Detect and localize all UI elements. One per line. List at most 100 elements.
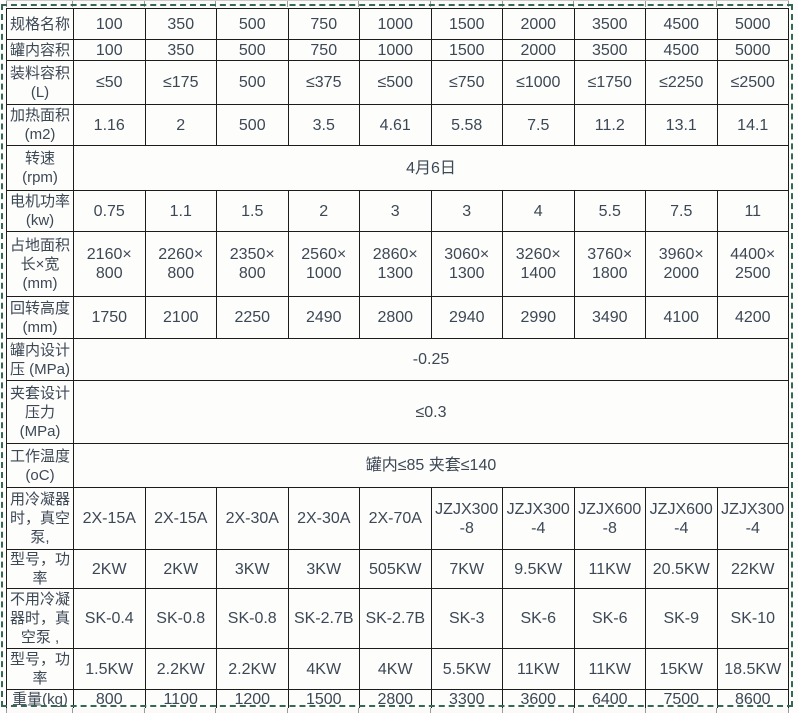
value-cell[interactable]: 500: [216, 60, 289, 105]
value-cell[interactable]: 1500: [430, 8, 503, 40]
value-cell[interactable]: ≤2250: [645, 60, 718, 105]
value-cell[interactable]: SK-0.8: [144, 588, 217, 649]
value-cell[interactable]: 2160× 800: [73, 231, 146, 297]
row-label-cell[interactable]: 加热面积 (m2): [6, 104, 74, 146]
value-cell[interactable]: 3.5: [287, 104, 360, 146]
value-cell[interactable]: 3300: [430, 689, 503, 710]
value-cell[interactable]: 11: [716, 190, 789, 232]
value-cell[interactable]: 3760× 1800: [573, 231, 646, 297]
value-cell[interactable]: 2940: [430, 296, 503, 339]
value-cell[interactable]: 750: [287, 39, 360, 61]
row-label-cell[interactable]: 规格名称: [6, 8, 74, 40]
value-cell[interactable]: 2860× 1300: [359, 231, 432, 297]
value-cell[interactable]: 3500: [573, 8, 646, 40]
value-cell[interactable]: 9.5KW: [502, 549, 575, 589]
value-cell[interactable]: 350: [144, 39, 217, 61]
value-cell[interactable]: 11KW: [502, 648, 575, 690]
value-cell[interactable]: 1.16: [73, 104, 146, 146]
value-cell[interactable]: 4KW: [359, 648, 432, 690]
value-cell[interactable]: 2100: [144, 296, 217, 339]
value-cell[interactable]: 1.1: [144, 190, 217, 232]
value-cell[interactable]: 2X-30A: [287, 487, 360, 550]
value-cell[interactable]: 7500: [645, 689, 718, 710]
row-label-cell[interactable]: 装料容积 (L): [6, 60, 74, 105]
value-cell[interactable]: 15KW: [645, 648, 718, 690]
value-cell[interactable]: SK-2.7B: [359, 588, 432, 649]
value-cell[interactable]: SK-9: [645, 588, 718, 649]
value-cell[interactable]: 11KW: [573, 549, 646, 589]
value-cell[interactable]: ≤750: [430, 60, 503, 105]
value-cell[interactable]: SK-6: [502, 588, 575, 649]
value-cell[interactable]: 500: [216, 39, 289, 61]
value-cell[interactable]: 2800: [359, 689, 432, 710]
value-cell[interactable]: 11KW: [573, 648, 646, 690]
value-cell[interactable]: 1.5: [216, 190, 289, 232]
value-cell[interactable]: 5.5KW: [430, 648, 503, 690]
value-cell[interactable]: 4200: [716, 296, 789, 339]
value-cell[interactable]: 2250: [216, 296, 289, 339]
value-cell[interactable]: 2000: [502, 8, 575, 40]
value-cell[interactable]: 2.2KW: [144, 648, 217, 690]
value-cell[interactable]: 2990: [502, 296, 575, 339]
row-label-cell[interactable]: 工作温度 (oC): [6, 443, 74, 488]
value-cell[interactable]: 4KW: [287, 648, 360, 690]
row-label-cell[interactable]: 夹套设计 压力 (MPa): [6, 380, 74, 444]
value-cell[interactable]: 8600: [716, 689, 789, 710]
value-cell[interactable]: SK-2.7B: [287, 588, 360, 649]
value-cell[interactable]: 20.5KW: [645, 549, 718, 589]
value-cell[interactable]: 11.2: [573, 104, 646, 146]
value-cell[interactable]: 1200: [216, 689, 289, 710]
value-cell[interactable]: 2: [144, 104, 217, 146]
value-cell[interactable]: 2350× 800: [216, 231, 289, 297]
value-cell[interactable]: 1750: [73, 296, 146, 339]
value-cell[interactable]: 750: [287, 8, 360, 40]
value-cell[interactable]: 100: [73, 8, 146, 40]
value-cell[interactable]: 5000: [716, 39, 789, 61]
value-cell[interactable]: 22KW: [716, 549, 789, 589]
row-label-cell[interactable]: 重量(kg): [6, 689, 74, 710]
value-cell[interactable]: 505KW: [359, 549, 432, 589]
value-cell[interactable]: 4400× 2500: [716, 231, 789, 297]
value-cell[interactable]: 1.5KW: [73, 648, 146, 690]
value-cell[interactable]: 3600: [502, 689, 575, 710]
value-cell[interactable]: JZJX300 -4: [716, 487, 789, 550]
value-cell[interactable]: 2800: [359, 296, 432, 339]
value-cell[interactable]: SK-0.8: [216, 588, 289, 649]
value-cell[interactable]: 2X-15A: [73, 487, 146, 550]
value-cell[interactable]: 2: [287, 190, 360, 232]
value-cell[interactable]: SK-3: [430, 588, 503, 649]
value-cell[interactable]: SK-0.4: [73, 588, 146, 649]
value-cell[interactable]: 2.2KW: [216, 648, 289, 690]
row-label-cell[interactable]: 罐内容积: [6, 39, 74, 61]
value-cell[interactable]: 3060× 1300: [430, 231, 503, 297]
value-cell[interactable]: 5.5: [573, 190, 646, 232]
value-cell[interactable]: ≤175: [144, 60, 217, 105]
value-cell[interactable]: 4500: [645, 8, 718, 40]
value-cell[interactable]: 4100: [645, 296, 718, 339]
value-cell[interactable]: 1000: [359, 8, 432, 40]
value-cell[interactable]: 2X-15A: [144, 487, 217, 550]
value-cell[interactable]: 800: [73, 689, 146, 710]
value-cell[interactable]: 3500: [573, 39, 646, 61]
value-cell[interactable]: ≤500: [359, 60, 432, 105]
value-cell[interactable]: 3KW: [287, 549, 360, 589]
row-label-cell[interactable]: 占地面积 长×宽 (mm): [6, 231, 74, 297]
value-cell[interactable]: 2490: [287, 296, 360, 339]
value-cell[interactable]: 2000: [502, 39, 575, 61]
value-cell[interactable]: 500: [216, 104, 289, 146]
value-cell[interactable]: ≤2500: [716, 60, 789, 105]
value-cell[interactable]: 1500: [430, 39, 503, 61]
value-cell[interactable]: SK-10: [716, 588, 789, 649]
merged-value-cell[interactable]: ≤0.3: [73, 380, 789, 444]
value-cell[interactable]: 2260× 800: [144, 231, 217, 297]
row-label-cell[interactable]: 用冷凝器 时，真空 泵,: [6, 487, 74, 550]
value-cell[interactable]: 3: [359, 190, 432, 232]
value-cell[interactable]: 2KW: [73, 549, 146, 589]
merged-value-cell[interactable]: -0.25: [73, 338, 789, 381]
row-label-cell[interactable]: 型号，功 率: [6, 549, 74, 589]
value-cell[interactable]: 7.5: [502, 104, 575, 146]
row-label-cell[interactable]: 型号，功 率: [6, 648, 74, 690]
value-cell[interactable]: 2KW: [144, 549, 217, 589]
value-cell[interactable]: 500: [216, 8, 289, 40]
value-cell[interactable]: 7KW: [430, 549, 503, 589]
